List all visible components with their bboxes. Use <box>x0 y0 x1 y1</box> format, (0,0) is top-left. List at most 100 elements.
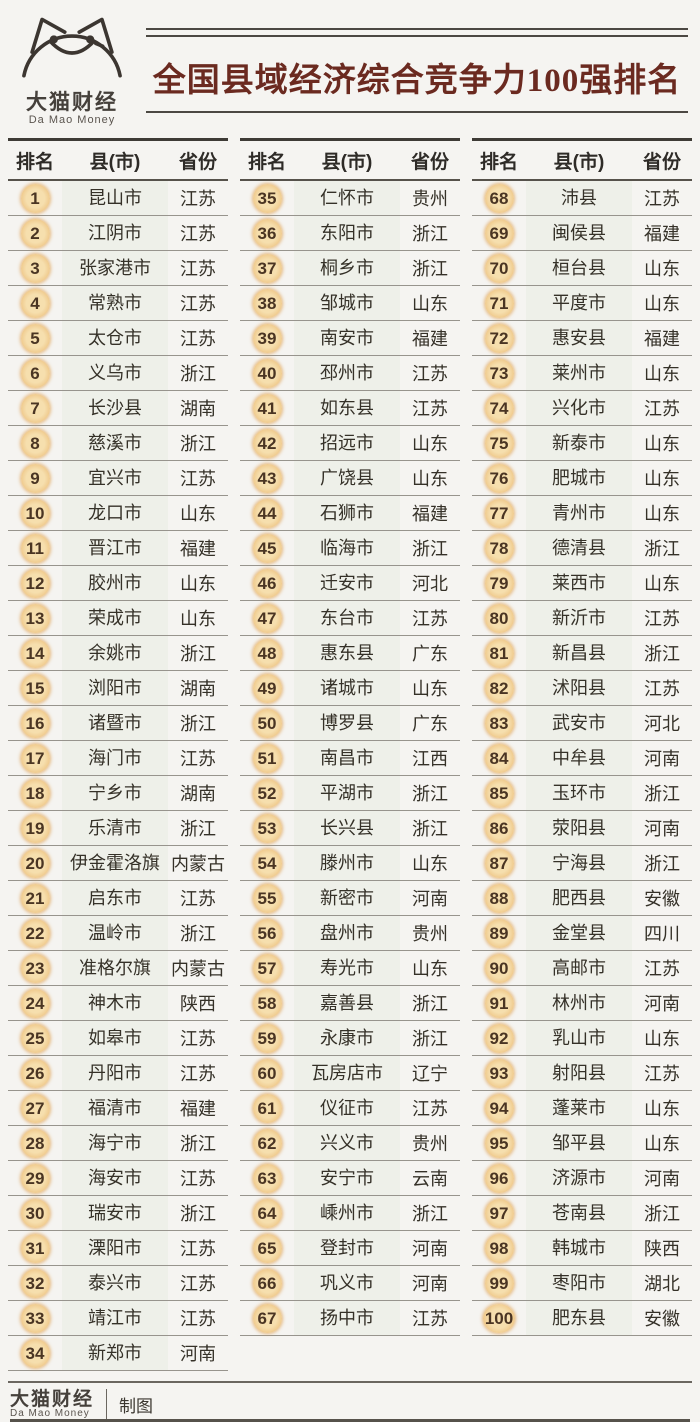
county-cell: 福清市 <box>62 1091 168 1125</box>
county-cell: 枣阳市 <box>526 1266 632 1300</box>
province-cell: 河南 <box>412 889 448 909</box>
table-row: 86 荥阳县 河南 <box>472 811 692 846</box>
county-cell: 浏阳市 <box>62 671 168 705</box>
table-row: 85 玉环市 浙江 <box>472 776 692 811</box>
county-cell: 德清县 <box>526 531 632 565</box>
province-cell: 福建 <box>644 224 680 244</box>
rank-badge: 12 <box>20 568 50 598</box>
table-row: 40 邳州市 江苏 <box>240 356 460 391</box>
county-cell: 龙口市 <box>62 496 168 530</box>
table-row: 93 射阳县 江苏 <box>472 1056 692 1091</box>
province-cell: 山东 <box>180 609 216 629</box>
col-header-province: 省份 <box>410 151 449 173</box>
rank-cell: 68 <box>472 183 526 213</box>
rank-badge: 47 <box>252 603 282 633</box>
province-cell: 陕西 <box>644 1239 680 1259</box>
county-cell: 温岭市 <box>62 916 168 950</box>
province-cell: 山东 <box>644 434 680 454</box>
county-cell: 仁怀市 <box>294 181 400 215</box>
table-body: 68 沛县 江苏 69 闽侯县 福建 70 桓台县 山东 71 平度市 山东 7… <box>472 181 692 1336</box>
province-cell: 辽宁 <box>412 1064 448 1084</box>
rank-badge: 31 <box>20 1233 50 1263</box>
rank-badge: 38 <box>252 288 282 318</box>
table-row: 95 邹平县 山东 <box>472 1126 692 1161</box>
county-cell: 林州市 <box>526 986 632 1020</box>
brand-name-cn: 大猫财经 <box>26 91 118 114</box>
rank-badge: 32 <box>20 1268 50 1298</box>
table-row: 19 乐清市 浙江 <box>8 811 228 846</box>
province-cell: 浙江 <box>644 784 680 804</box>
rank-cell: 47 <box>240 603 294 633</box>
table-row: 79 莱西市 山东 <box>472 566 692 601</box>
county-cell: 神木市 <box>62 986 168 1020</box>
rank-cell: 27 <box>8 1093 62 1123</box>
rank-cell: 79 <box>472 568 526 598</box>
table-row: 18 宁乡市 湖南 <box>8 776 228 811</box>
province-cell: 福建 <box>180 539 216 559</box>
rank-cell: 98 <box>472 1233 526 1263</box>
table-row: 22 温岭市 浙江 <box>8 916 228 951</box>
rank-badge: 70 <box>484 253 514 283</box>
province-cell: 湖南 <box>180 784 216 804</box>
rank-cell: 16 <box>8 708 62 738</box>
table-row: 7 长沙县 湖南 <box>8 391 228 426</box>
table-row: 88 肥西县 安徽 <box>472 881 692 916</box>
rank-badge: 74 <box>484 393 514 423</box>
table-row: 80 新沂市 江苏 <box>472 601 692 636</box>
ranking-tables: 排名 县(市) 省份 1 昆山市 江苏 2 江阴市 江苏 3 张家港市 江苏 4 <box>8 138 692 1371</box>
table-row: 72 惠安县 福建 <box>472 321 692 356</box>
table-row: 60 瓦房店市 辽宁 <box>240 1056 460 1091</box>
col-header-province: 省份 <box>642 151 681 173</box>
table-row: 64 嵊州市 浙江 <box>240 1196 460 1231</box>
title-top-rule <box>146 28 688 37</box>
table-row: 37 桐乡市 浙江 <box>240 251 460 286</box>
table-row: 82 沭阳县 江苏 <box>472 671 692 706</box>
county-cell: 启东市 <box>62 881 168 915</box>
footer-credit-label: 制图 <box>119 1396 154 1416</box>
rank-badge: 86 <box>484 813 514 843</box>
county-cell: 永康市 <box>294 1021 400 1055</box>
province-cell: 浙江 <box>180 364 216 384</box>
rank-cell: 6 <box>8 358 62 388</box>
province-cell: 河南 <box>412 1239 448 1259</box>
rank-badge: 98 <box>484 1233 514 1263</box>
footer-credit-block: 大猫财经 Da Mao Money 制图 <box>10 1389 690 1419</box>
rank-badge: 1 <box>20 183 50 213</box>
rank-cell: 74 <box>472 393 526 423</box>
rank-cell: 43 <box>240 463 294 493</box>
province-cell: 浙江 <box>412 994 448 1014</box>
table-row: 23 准格尔旗 内蒙古 <box>8 951 228 986</box>
rank-cell: 99 <box>472 1268 526 1298</box>
county-cell: 晋江市 <box>62 531 168 565</box>
rank-cell: 15 <box>8 673 62 703</box>
rank-badge: 66 <box>252 1268 282 1298</box>
rank-badge: 75 <box>484 428 514 458</box>
rank-cell: 93 <box>472 1058 526 1088</box>
province-cell: 云南 <box>412 1169 448 1189</box>
footer-brand-cn: 大猫财经 <box>10 1388 95 1410</box>
county-cell: 仪征市 <box>294 1091 400 1125</box>
county-cell: 肥东县 <box>526 1301 632 1335</box>
rank-badge: 36 <box>252 218 282 248</box>
footer-divider <box>106 1389 108 1419</box>
province-cell: 河南 <box>644 819 680 839</box>
table-row: 63 安宁市 云南 <box>240 1161 460 1196</box>
province-cell: 江苏 <box>180 1064 216 1084</box>
table-row: 44 石狮市 福建 <box>240 496 460 531</box>
rank-badge: 18 <box>20 778 50 808</box>
rank-cell: 9 <box>8 463 62 493</box>
county-cell: 荥阳县 <box>526 811 632 845</box>
county-cell: 常熟市 <box>62 286 168 320</box>
rank-cell: 60 <box>240 1058 294 1088</box>
province-cell: 浙江 <box>644 854 680 874</box>
table-row: 61 仪征市 江苏 <box>240 1091 460 1126</box>
rank-badge: 49 <box>252 673 282 703</box>
rank-badge: 44 <box>252 498 282 528</box>
table-row: 100 肥东县 安徽 <box>472 1301 692 1336</box>
rank-cell: 76 <box>472 463 526 493</box>
table-row: 15 浏阳市 湖南 <box>8 671 228 706</box>
rank-cell: 12 <box>8 568 62 598</box>
province-cell: 山东 <box>180 504 216 524</box>
province-cell: 浙江 <box>180 1204 216 1224</box>
table-row: 99 枣阳市 湖北 <box>472 1266 692 1301</box>
